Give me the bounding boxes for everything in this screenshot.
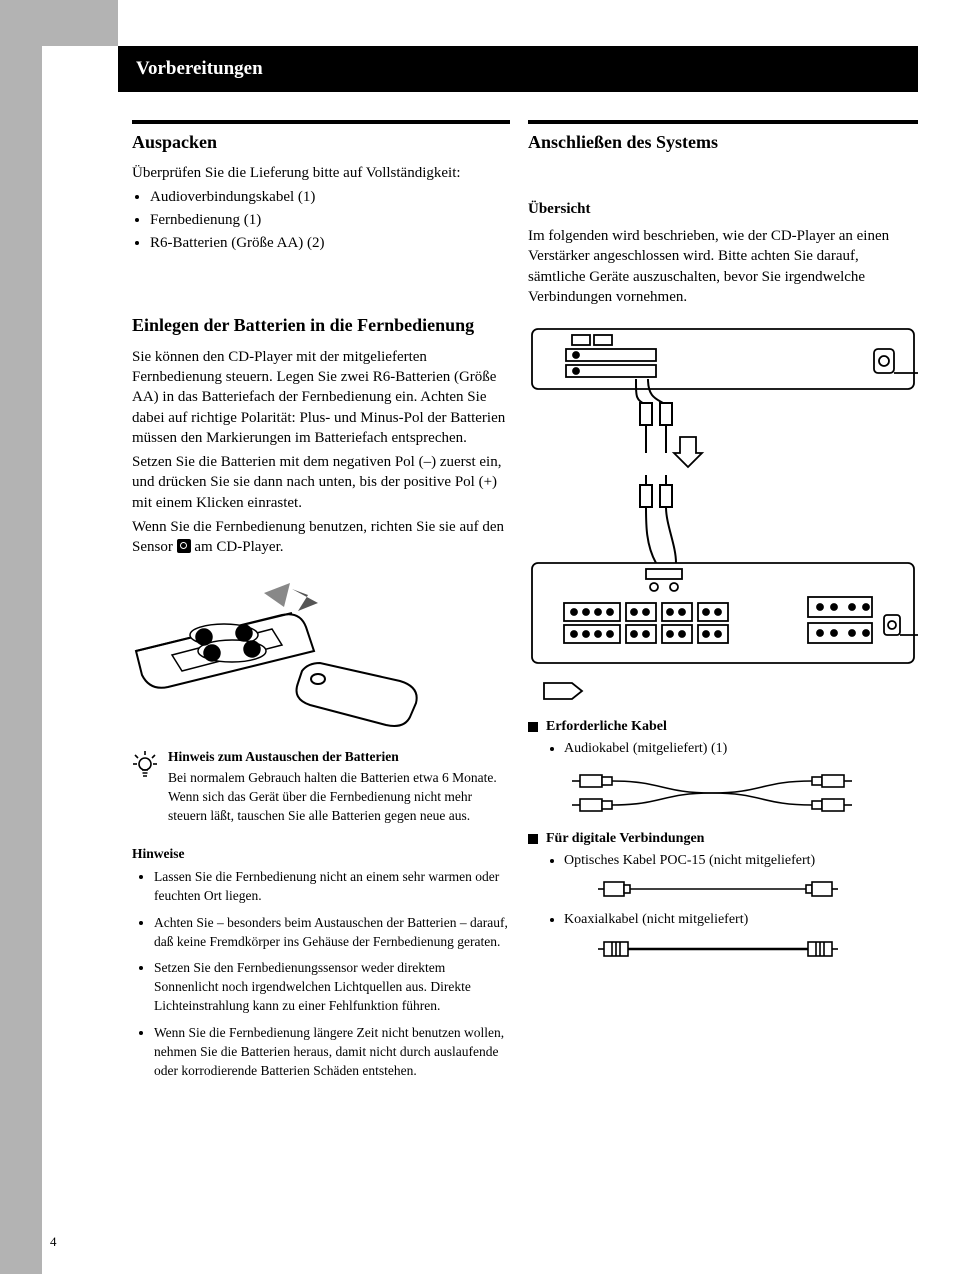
batteries-para1: Sie können den CD-Player mit der mitgeli… <box>132 347 510 448</box>
note-item: Achten Sie – besonders beim Austauschen … <box>154 914 510 952</box>
svg-text:–: – <box>248 644 255 656</box>
overview-para: Im folgenden wird beschrieben, wie der C… <box>528 226 918 307</box>
svg-text:+: + <box>241 628 247 640</box>
batteries-title: Einlegen der Batterien in die Fernbedien… <box>132 314 510 337</box>
section-rule-left <box>132 120 510 124</box>
svg-text:–: – <box>200 632 207 644</box>
note-item: Lassen Sie die Fernbedienung nicht an ei… <box>154 868 510 906</box>
digital-heading: Für digitale Verbindungen <box>546 831 704 847</box>
square-bullet-icon <box>528 722 538 732</box>
optical-cable-list: Optisches Kabel POC-15 (nicht mitgeliefe… <box>550 851 918 871</box>
optical-cable-diagram <box>598 878 918 900</box>
unpack-item: Fernbedienung (1) <box>150 210 510 231</box>
page-margin-gray <box>0 0 42 1274</box>
audio-cable-diagram <box>572 769 918 819</box>
audio-cable-list: Audiokabel (mitgeliefert) (1) <box>550 739 918 759</box>
batteries-para3: Wenn Sie die Fernbedienung benutzen, ric… <box>132 517 510 558</box>
unpack-intro: Überprüfen Sie die Lieferung bitte auf V… <box>132 163 510 183</box>
overview-sub: Übersicht <box>528 201 918 218</box>
unpack-item: Audioverbindungskabel (1) <box>150 187 510 208</box>
digital-cables-row: Für digitale Verbindungen <box>528 831 918 847</box>
tip-bulb-icon <box>132 749 158 779</box>
page-corner-gray <box>0 0 118 46</box>
remote-battery-diagram: – + + – <box>132 575 510 735</box>
hookup-cables-row: Erforderliche Kabel <box>528 719 918 735</box>
cables-heading: Erforderliche Kabel <box>546 719 667 735</box>
note-item: Wenn Sie die Fernbedienung längere Zeit … <box>154 1024 510 1081</box>
square-bullet-icon <box>528 834 538 844</box>
hookup-title: Anschließen des Systems <box>528 132 918 153</box>
tip-title: Hinweis zum Austauschen der Batterien <box>168 749 510 765</box>
optical-cable-label: Optisches Kabel POC-15 (nicht mitgeliefe… <box>564 851 918 871</box>
unpack-title: Auspacken <box>132 132 510 153</box>
page-number: 4 <box>50 1234 57 1250</box>
coax-cable-label: Koaxialkabel (nicht mitgeliefert) <box>564 910 918 930</box>
svg-text:+: + <box>209 648 215 660</box>
right-column: Anschließen des Systems Übersicht Im fol… <box>528 132 918 960</box>
connection-diagram <box>528 325 918 705</box>
left-column: Auspacken Überprüfen Sie die Lieferung b… <box>132 132 510 1089</box>
section-rule-right <box>528 120 918 124</box>
notes-heading: Hinweise <box>132 846 510 862</box>
unpack-item: R6-Batterien (Größe AA) (2) <box>150 233 510 254</box>
header-title: Vorbereitungen <box>136 58 263 79</box>
coax-cable-diagram <box>598 938 918 960</box>
coax-cable-list: Koaxialkabel (nicht mitgeliefert) <box>550 910 918 930</box>
batteries-para2: Setzen Sie die Batterien mit dem negativ… <box>132 452 510 513</box>
audio-cable-label: Audiokabel (mitgeliefert) (1) <box>564 739 918 759</box>
header-bar: Vorbereitungen <box>118 46 918 92</box>
note-item: Setzen Sie den Fernbedienungssensor wede… <box>154 959 510 1016</box>
notes-list: Lassen Sie die Fernbedienung nicht an ei… <box>154 868 510 1081</box>
tip-text: Bei normalem Gebrauch halten die Batteri… <box>168 769 510 826</box>
unpack-list: Audioverbindungskabel (1) Fernbedienung … <box>150 187 510 254</box>
remote-sensor-icon <box>177 539 191 553</box>
tip-block: Hinweis zum Austauschen der Batterien Be… <box>132 749 510 826</box>
